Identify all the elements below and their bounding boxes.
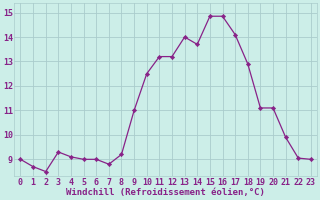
X-axis label: Windchill (Refroidissement éolien,°C): Windchill (Refroidissement éolien,°C) [66,188,265,197]
